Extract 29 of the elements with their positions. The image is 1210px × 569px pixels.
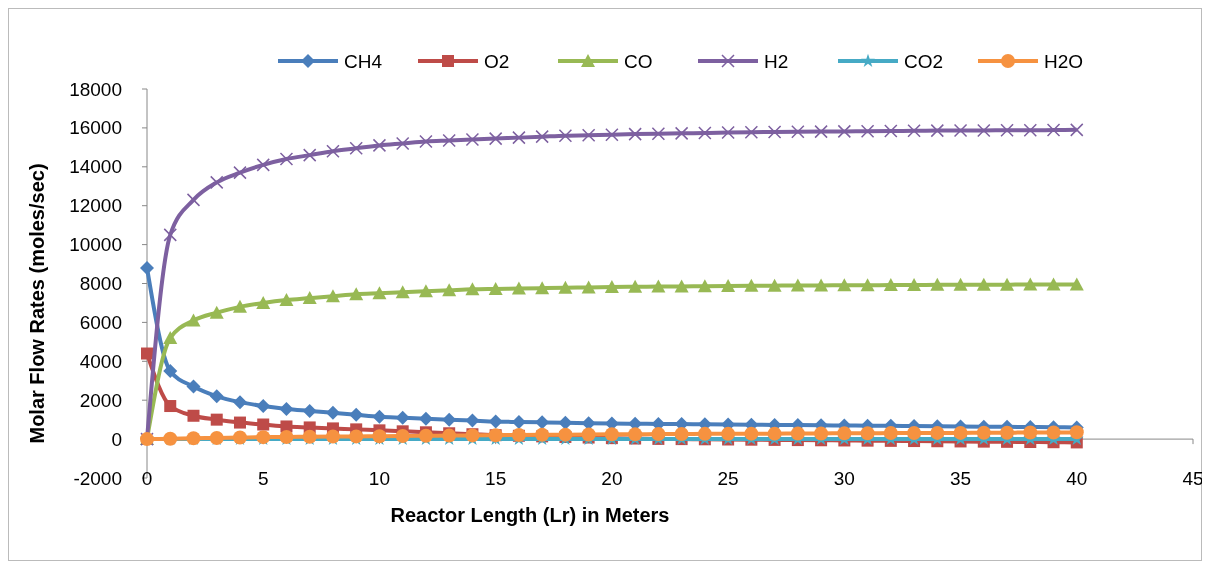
y-tick-label: 18000 [69,78,122,100]
y-tick-label: -2000 [73,467,122,489]
legend-label: CH4 [344,50,383,72]
y-tick-label: 10000 [69,234,122,256]
x-tick-label: 0 [141,467,153,489]
legend-label: H2O [1044,50,1084,72]
y-tick-label: 8000 [79,273,122,294]
x-tick-label: 35 [949,467,972,489]
x-tick-label: 45 [1182,467,1204,489]
y-tick-label: 2000 [79,389,122,411]
y-tick-label: 14000 [69,156,122,178]
x-tick-label: 30 [833,467,855,489]
x-tick-label: 5 [257,467,269,489]
y-axis-title: Molar Flow Rates (moles/sec) [26,163,48,444]
x-tick-label: 20 [601,467,623,489]
y-tick-label: 0 [111,428,122,450]
legend-label: H2 [764,50,789,72]
x-tick-label: 15 [485,467,507,489]
y-tick-label: 12000 [69,195,122,217]
x-tick-label: 10 [368,467,391,489]
x-tick-label: 40 [1066,467,1088,489]
y-tick-label: 4000 [79,350,122,372]
y-tick-label: 16000 [69,117,122,139]
legend-label: O2 [484,50,510,72]
y-tick-label: 6000 [79,311,122,333]
x-tick-label: 25 [717,467,739,489]
x-axis-title: Reactor Length (Lr) in Meters [390,504,670,526]
legend-label: CO [624,50,653,72]
legend-label: CO2 [904,50,944,72]
